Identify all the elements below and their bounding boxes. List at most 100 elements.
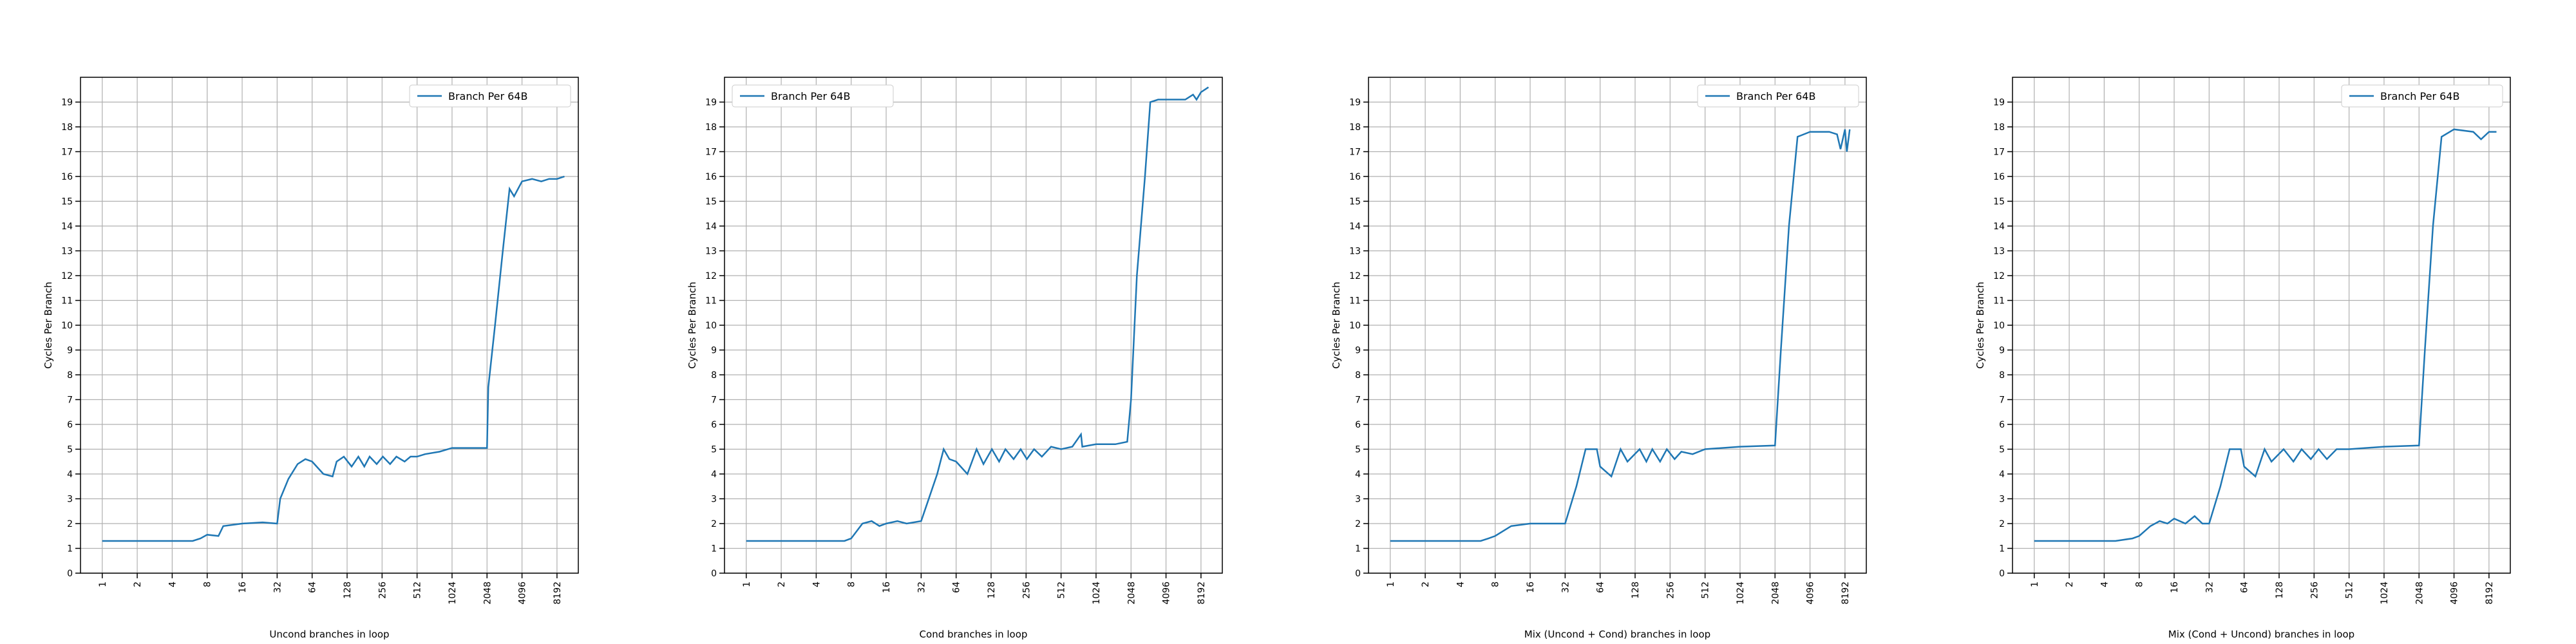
x-tick-label: 2048 bbox=[2414, 582, 2425, 605]
y-tick-label: 11 bbox=[1993, 296, 2005, 307]
axes-frame bbox=[2012, 77, 2511, 574]
legend-box bbox=[2341, 84, 2503, 108]
x-tick-label: 16 bbox=[882, 582, 892, 593]
x-tick-label: 4096 bbox=[518, 582, 528, 605]
y-tick-label: 4 bbox=[1999, 469, 2005, 480]
y-tick-label: 9 bbox=[1999, 346, 2005, 356]
y-tick-label: 8 bbox=[1355, 370, 1361, 381]
x-tick-label: 4096 bbox=[2450, 582, 2460, 605]
y-tick-label: 3 bbox=[67, 495, 73, 505]
y-tick-label: 17 bbox=[705, 147, 717, 158]
x-tick-label: 16 bbox=[238, 582, 248, 593]
x-tick-label: 512 bbox=[2345, 582, 2355, 599]
x-tick-label: 32 bbox=[916, 582, 927, 593]
y-tick-label: 8 bbox=[711, 370, 717, 381]
y-tick-label: 14 bbox=[1349, 222, 1361, 232]
y-tick-label: 10 bbox=[1349, 321, 1361, 331]
x-tick-label: 8192 bbox=[553, 582, 563, 605]
x-tick-label: 8 bbox=[847, 582, 857, 587]
y-tick-label: 2 bbox=[711, 519, 717, 529]
x-tick-label: 256 bbox=[377, 582, 388, 599]
y-tick-label: 5 bbox=[1999, 445, 2005, 455]
legend-label: Branch Per 64B bbox=[2380, 90, 2459, 102]
y-tick-label: 19 bbox=[1349, 98, 1361, 108]
y-tick-label: 7 bbox=[711, 395, 717, 406]
y-tick-label: 19 bbox=[61, 98, 73, 108]
x-tick-label: 2 bbox=[777, 582, 787, 587]
y-tick-label: 17 bbox=[1349, 147, 1361, 158]
y-tick-label: 10 bbox=[705, 321, 717, 331]
axes-frame bbox=[1368, 77, 1867, 574]
x-tick-label: 64 bbox=[308, 582, 318, 593]
y-tick-label: 12 bbox=[1349, 271, 1361, 281]
x-tick-label: 4 bbox=[1455, 582, 1466, 587]
y-tick-label: 4 bbox=[711, 469, 717, 480]
y-tick-label: 0 bbox=[67, 569, 73, 579]
x-tick-label: 128 bbox=[1631, 582, 1641, 599]
y-tick-label: 9 bbox=[1355, 346, 1361, 356]
y-tick-label: 12 bbox=[705, 271, 717, 281]
y-tick-label: 17 bbox=[1993, 147, 2005, 158]
y-axis-label: Cycles Per Branch bbox=[1331, 281, 1342, 368]
x-tick-label: 128 bbox=[987, 582, 997, 599]
y-tick-label: 5 bbox=[67, 445, 73, 455]
y-tick-label: 7 bbox=[67, 395, 73, 406]
x-tick-label: 8 bbox=[2135, 582, 2145, 587]
y-tick-label: 19 bbox=[1993, 98, 2005, 108]
y-tick-label: 15 bbox=[61, 197, 73, 207]
x-tick-label: 8 bbox=[1491, 582, 1501, 587]
y-tick-label: 2 bbox=[1355, 519, 1361, 529]
x-axis-label: Cond branches in loop bbox=[920, 629, 1028, 640]
y-tick-label: 15 bbox=[1349, 197, 1361, 207]
axes-frame bbox=[80, 77, 579, 574]
x-tick-label: 2048 bbox=[1126, 582, 1137, 605]
x-tick-label: 4096 bbox=[1162, 582, 1172, 605]
y-tick-label: 18 bbox=[1993, 122, 2005, 133]
legend-label: Branch Per 64B bbox=[448, 90, 527, 102]
y-tick-label: 6 bbox=[67, 420, 73, 430]
x-tick-label: 16 bbox=[1526, 582, 1536, 593]
y-tick-label: 2 bbox=[1999, 519, 2005, 529]
x-tick-label: 512 bbox=[1701, 582, 1711, 599]
y-tick-label: 13 bbox=[1349, 247, 1361, 257]
y-tick-label: 18 bbox=[1349, 122, 1361, 133]
y-tick-label: 18 bbox=[61, 122, 73, 133]
y-axis-label: Cycles Per Branch bbox=[1975, 281, 1986, 368]
x-tick-label: 256 bbox=[2309, 582, 2320, 599]
y-tick-label: 7 bbox=[1999, 395, 2005, 406]
y-tick-label: 13 bbox=[61, 247, 73, 257]
legend-box bbox=[732, 84, 894, 108]
y-tick-label: 1 bbox=[1355, 544, 1361, 554]
legend-box bbox=[1697, 84, 1859, 108]
x-axis-label: Mix (Cond + Uncond) branches in loop bbox=[2168, 629, 2354, 640]
y-tick-label: 10 bbox=[61, 321, 73, 331]
data-line bbox=[102, 175, 565, 542]
y-tick-label: 19 bbox=[705, 98, 717, 108]
y-tick-label: 6 bbox=[711, 420, 717, 430]
x-axis-label: Mix (Uncond + Cond) branches in loop bbox=[1524, 629, 1710, 640]
x-tick-label: 16 bbox=[2170, 582, 2180, 593]
x-tick-label: 1 bbox=[742, 582, 752, 587]
y-tick-label: 0 bbox=[711, 569, 717, 579]
y-tick-label: 1 bbox=[711, 544, 717, 554]
x-tick-label: 64 bbox=[2240, 582, 2250, 593]
x-tick-label: 2048 bbox=[482, 582, 493, 605]
legend-box bbox=[409, 84, 571, 108]
y-tick-label: 1 bbox=[67, 544, 73, 554]
x-tick-label: 32 bbox=[1560, 582, 1571, 593]
y-tick-label: 14 bbox=[61, 222, 73, 232]
y-tick-label: 9 bbox=[711, 346, 717, 356]
y-tick-label: 3 bbox=[1999, 495, 2005, 505]
y-tick-label: 4 bbox=[1355, 469, 1361, 480]
y-tick-label: 11 bbox=[1349, 296, 1361, 307]
y-tick-label: 13 bbox=[1993, 247, 2005, 257]
y-tick-label: 14 bbox=[1993, 222, 2005, 232]
x-tick-label: 2048 bbox=[1770, 582, 1781, 605]
y-tick-label: 6 bbox=[1999, 420, 2005, 430]
y-tick-label: 1 bbox=[1999, 544, 2005, 554]
y-tick-label: 12 bbox=[61, 271, 73, 281]
y-tick-label: 10 bbox=[1993, 321, 2005, 331]
